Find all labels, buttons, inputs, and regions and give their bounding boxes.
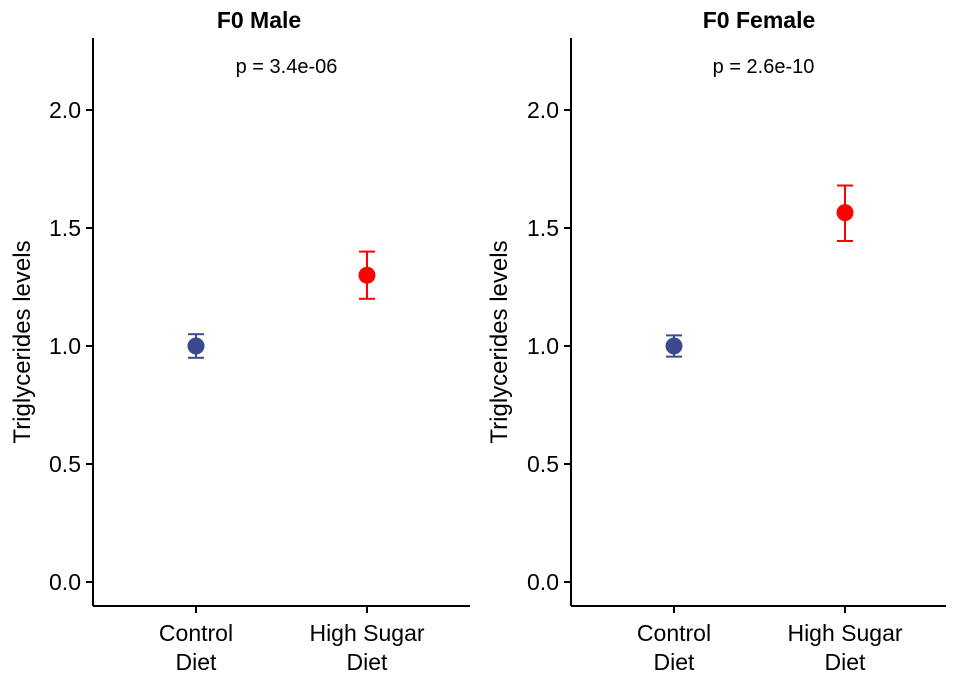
y-tick-label: 0.0 [49,569,81,595]
y-tick-label: 1.5 [527,215,559,241]
data-point [665,337,683,355]
y-tick-label: 2.0 [527,97,559,123]
y-tick-label: 0.0 [527,569,559,595]
y-tick-label: 0.5 [527,451,559,477]
y-axis-label: Triglycerides levels [486,240,513,443]
chart-title: F0 Female [703,7,816,33]
data-point [187,337,205,355]
p-value-annotation: p = 2.6e-10 [713,56,815,78]
y-tick-label: 1.5 [49,215,81,241]
x-tick-label: Control [637,620,711,646]
data-point [358,266,376,284]
y-axis-label: Triglycerides levels [9,240,36,443]
chart-panel: F0 Female p = 2.6e-10 0.0 0.5 1.0 1.5 2.0 Contr… [486,7,946,675]
x-tick-label: High Sugar [787,620,902,646]
y-tick-label: 1.0 [49,333,81,359]
x-tick-label: Diet [176,649,218,675]
chart-title: F0 Male [217,7,301,33]
chart-panel: F0 Male p = 3.4e-06 0.0 0.5 1.0 1.5 2.0 Control… [9,7,470,675]
x-tick-label: Control [159,620,233,646]
p-value-annotation: p = 3.4e-06 [236,56,338,78]
y-tick-label: 1.0 [527,333,559,359]
x-tick-label: Diet [825,649,867,675]
data-point [836,204,854,222]
x-tick-label: High Sugar [309,620,424,646]
x-tick-label: Diet [654,649,696,675]
x-tick-label: Diet [347,649,389,675]
y-tick-label: 2.0 [49,97,81,123]
y-tick-label: 0.5 [49,451,81,477]
